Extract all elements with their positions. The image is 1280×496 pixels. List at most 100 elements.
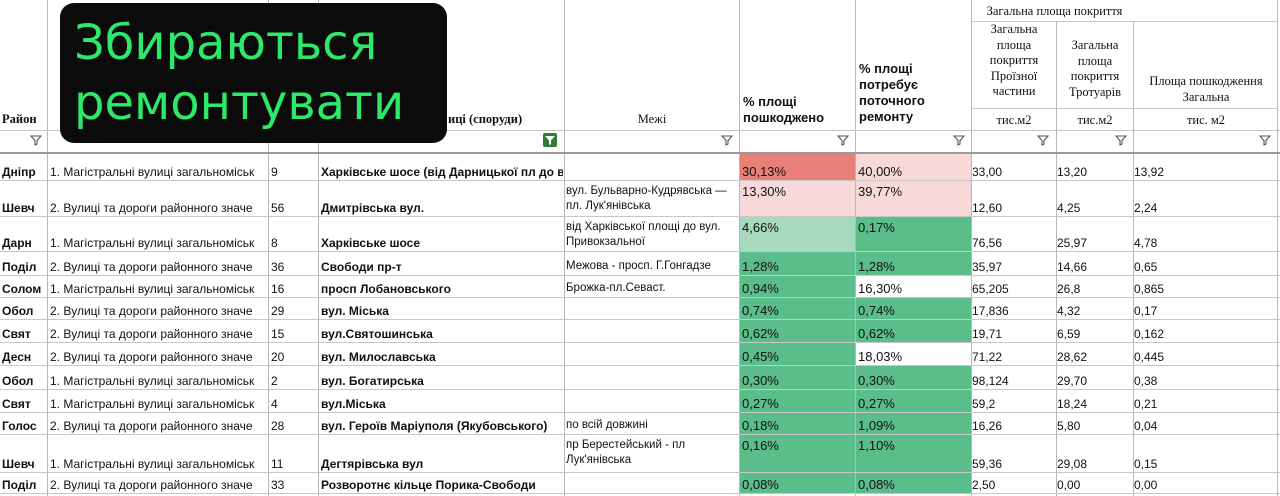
pct-repair-cell[interactable]: 0,30%	[856, 366, 971, 390]
table-row[interactable]: Поділ 2. Вулиці та дороги районного значе…	[0, 473, 1280, 494]
area-carriage-cell[interactable]: 76,56	[972, 236, 1003, 250]
pct-repair-cell[interactable]: 0,27%	[856, 390, 971, 413]
pct-damaged-cell[interactable]: 0,08%	[740, 473, 855, 494]
filter-damage-icon[interactable]	[1258, 133, 1272, 147]
category-cell[interactable]: 1. Магістральні вулиці загальноміськ	[50, 236, 255, 250]
table-row[interactable]: Дарн 1. Магістральні вулиці загальноміськ…	[0, 217, 1280, 252]
area-carriage-cell[interactable]: 59,36	[972, 457, 1003, 471]
area-sidewalk-cell[interactable]: 14,66	[1057, 260, 1088, 274]
street-name-cell[interactable]: вул. Міська	[321, 304, 389, 318]
category-cell[interactable]: 2. Вулиці та дороги районного значе	[50, 419, 253, 433]
area-sidewalk-cell[interactable]: 18,24	[1057, 397, 1088, 411]
category-cell[interactable]: 2. Вулиці та дороги районного значе	[50, 478, 253, 492]
area-sidewalk-cell[interactable]: 5,80	[1057, 419, 1081, 433]
number-cell[interactable]: 11	[271, 457, 284, 471]
area-damage-cell[interactable]: 0,865	[1134, 282, 1165, 296]
pct-repair-cell[interactable]: 0,74%	[856, 298, 971, 320]
pct-repair-cell[interactable]: 18,03%	[858, 349, 903, 364]
category-cell[interactable]: 1. Магістральні вулиці загальноміськ	[50, 374, 255, 388]
category-cell[interactable]: 1. Магістральні вулиці загальноміськ	[50, 282, 255, 296]
area-damage-cell[interactable]: 0,04	[1134, 419, 1158, 433]
area-damage-cell[interactable]: 0,65	[1134, 260, 1158, 274]
street-name-cell[interactable]: вул.Святошинська	[321, 327, 433, 341]
filter-sidewalk-icon[interactable]	[1114, 133, 1128, 147]
street-name-cell[interactable]: Харківське шосе (від Дарницької пл до ву…	[321, 165, 563, 179]
table-row[interactable]: Дніпр 1. Магістральні вулиці загальномісь…	[0, 154, 1280, 181]
limits-cell[interactable]	[566, 154, 738, 181]
street-name-cell[interactable]: Свободи пр-т	[321, 260, 402, 274]
pct-damaged-cell[interactable]: 0,30%	[740, 366, 855, 390]
table-row[interactable]: Свят 1. Магістральні вулиці загальноміськ…	[0, 390, 1280, 413]
category-cell[interactable]: 1. Магістральні вулиці загальноміськ	[50, 165, 255, 179]
limits-cell[interactable]: вул. Бульварно-Кудрявська — пл. Лук'янів…	[566, 185, 727, 212]
area-carriage-cell[interactable]: 35,97	[972, 260, 1003, 274]
area-damage-cell[interactable]: 0,445	[1134, 350, 1165, 364]
pct-damaged-cell[interactable]: 0,45%	[740, 343, 855, 366]
category-cell[interactable]: 2. Вулиці та дороги районного значе	[50, 350, 253, 364]
category-cell[interactable]: 2. Вулиці та дороги районного значе	[50, 260, 253, 274]
street-name-cell[interactable]: вул.Міська	[321, 397, 386, 411]
number-cell[interactable]: 56	[271, 201, 285, 215]
district-cell[interactable]: Десн	[2, 350, 32, 364]
pct-repair-cell[interactable]: 40,00%	[856, 154, 971, 181]
filter-carriage-icon[interactable]	[1036, 133, 1050, 147]
area-carriage-cell[interactable]: 2,50	[972, 478, 996, 492]
district-cell[interactable]: Солом	[2, 282, 42, 296]
district-cell[interactable]: Шевч	[2, 457, 35, 471]
category-cell[interactable]: 2. Вулиці та дороги районного значе	[50, 327, 253, 341]
table-row[interactable]: Обол 2. Вулиці та дороги районного значе 2…	[0, 298, 1280, 320]
category-cell[interactable]: 1. Магістральні вулиці загальноміськ	[50, 457, 255, 471]
table-row[interactable]: Десн 2. Вулиці та дороги районного значе 2…	[0, 343, 1280, 366]
area-carriage-cell[interactable]: 16,26	[972, 419, 1003, 433]
pct-damaged-cell[interactable]: 0,16%	[740, 435, 855, 473]
pct-repair-cell[interactable]: 0,17%	[856, 217, 971, 252]
area-damage-cell[interactable]: 4,78	[1134, 236, 1158, 250]
limits-cell[interactable]: від Харківської площі до вул. Привокзаль…	[566, 221, 721, 248]
pct-damaged-cell[interactable]: 13,30%	[740, 181, 855, 217]
street-name-cell[interactable]: Розворотнє кільце Порика-Свободи	[321, 478, 536, 492]
filter-limits-icon[interactable]	[720, 133, 734, 147]
district-cell[interactable]: Голос	[2, 419, 37, 433]
table-row[interactable]: Голос 2. Вулиці та дороги районного значе…	[0, 413, 1280, 435]
area-carriage-cell[interactable]: 19,71	[972, 327, 1003, 341]
area-damage-cell[interactable]: 0,17	[1134, 304, 1158, 318]
street-name-cell[interactable]: Дегтярівська вул	[321, 457, 424, 471]
number-cell[interactable]: 2	[271, 374, 278, 388]
area-damage-cell[interactable]: 0,162	[1134, 327, 1165, 341]
area-damage-cell[interactable]: 0,38	[1134, 374, 1158, 388]
filter-pct-repair-icon[interactable]	[952, 133, 966, 147]
district-cell[interactable]: Дніпр	[2, 165, 36, 179]
table-row[interactable]: Обол 1. Магістральні вулиці загальноміськ…	[0, 366, 1280, 390]
limits-cell[interactable]	[566, 343, 738, 366]
area-sidewalk-cell[interactable]: 13,20	[1057, 165, 1088, 179]
area-damage-cell[interactable]: 0,21	[1134, 397, 1158, 411]
area-sidewalk-cell[interactable]: 28,62	[1057, 350, 1088, 364]
pct-repair-cell[interactable]: 1,10%	[856, 435, 971, 473]
area-sidewalk-cell[interactable]: 4,25	[1057, 201, 1081, 215]
table-row[interactable]: Шевч 2. Вулиці та дороги районного значе 5…	[0, 181, 1280, 217]
street-name-cell[interactable]: вул. Героїв Маріуполя (Якубовського)	[321, 419, 548, 433]
category-cell[interactable]: 1. Магістральні вулиці загальноміськ	[50, 397, 255, 411]
area-damage-cell[interactable]: 0,00	[1134, 478, 1158, 492]
area-carriage-cell[interactable]: 33,00	[972, 165, 1003, 179]
limits-cell[interactable]	[566, 320, 738, 343]
district-cell[interactable]: Обол	[2, 304, 34, 318]
number-cell[interactable]: 9	[271, 165, 278, 179]
number-cell[interactable]: 20	[271, 350, 285, 364]
area-damage-cell[interactable]: 0,15	[1134, 457, 1158, 471]
number-cell[interactable]: 29	[271, 304, 285, 318]
area-carriage-cell[interactable]: 59,2	[972, 397, 996, 411]
pct-damaged-cell[interactable]: 0,18%	[740, 413, 855, 435]
area-sidewalk-cell[interactable]: 29,08	[1057, 457, 1088, 471]
limits-cell[interactable]	[566, 366, 738, 390]
district-cell[interactable]: Поділ	[2, 260, 37, 274]
street-name-cell[interactable]: Дмитрівська вул.	[321, 201, 425, 215]
pct-repair-cell[interactable]: 1,09%	[856, 413, 971, 435]
district-cell[interactable]: Поділ	[2, 478, 37, 492]
number-cell[interactable]: 8	[271, 236, 278, 250]
pct-damaged-cell[interactable]: 1,28%	[740, 252, 855, 276]
area-sidewalk-cell[interactable]: 0,00	[1057, 478, 1081, 492]
limits-cell[interactable]: пр Берестейський - пл Лук'янівська	[566, 439, 686, 466]
street-name-cell[interactable]: вул. Милославська	[321, 350, 436, 364]
number-cell[interactable]: 33	[271, 478, 285, 492]
